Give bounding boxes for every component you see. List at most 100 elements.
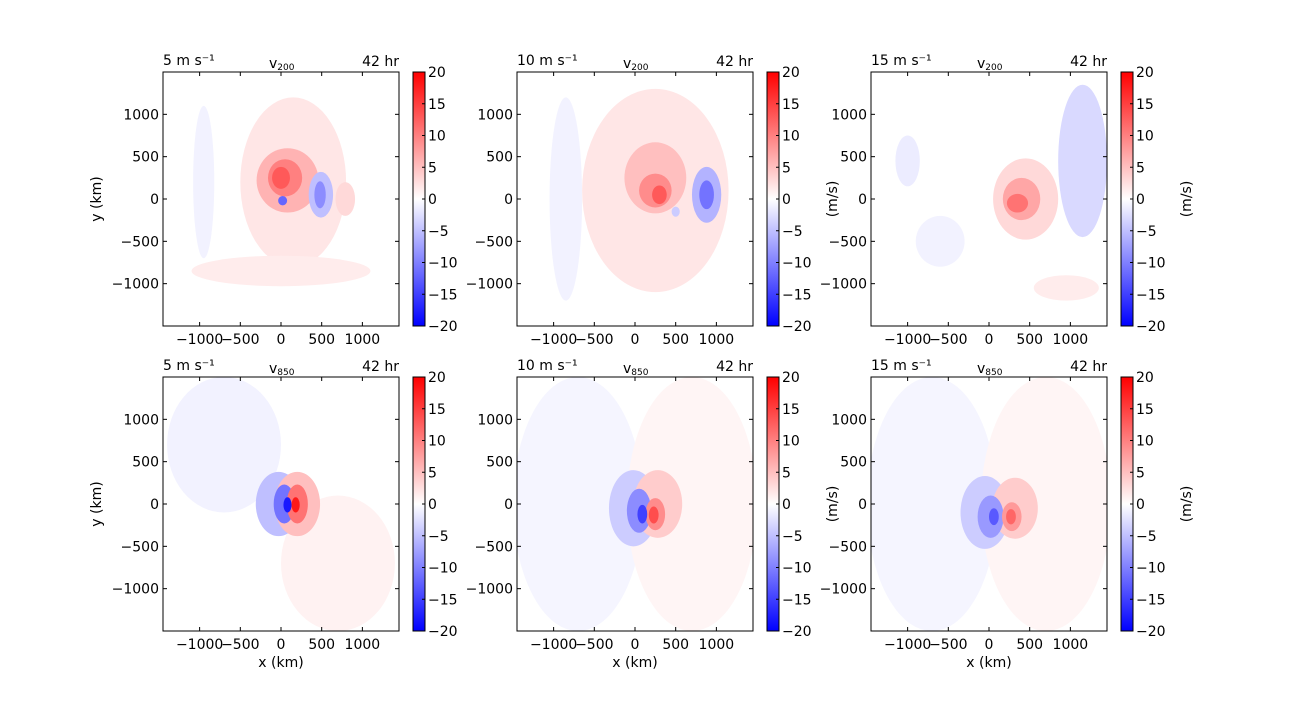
contour-region-8 <box>335 182 356 216</box>
contour-region-4 <box>895 135 920 187</box>
x-tick-label: −1000 <box>530 332 577 348</box>
colorbar-tick-label: 20 <box>428 65 446 81</box>
colorbar-label: (m/s) <box>825 181 841 218</box>
x-tick-label: 0 <box>277 332 286 348</box>
y-tick-label: 0 <box>150 497 159 513</box>
right-title: 42 hr <box>362 54 399 70</box>
contour-region-0 <box>167 377 281 513</box>
colorbar-tick-label: 5 <box>782 465 791 481</box>
contour-region-0 <box>871 377 998 631</box>
right-title: 42 hr <box>716 54 753 70</box>
colorbar-tick-label: −15 <box>428 287 458 303</box>
field-contours <box>871 377 1107 631</box>
colorbar-tick-label: −10 <box>782 561 812 577</box>
left-title: 10 m s⁻¹ <box>517 358 578 374</box>
colorbar-tick-label: 15 <box>1136 402 1154 418</box>
contour-region-1 <box>626 377 753 631</box>
colorbar-tick-label: −15 <box>1136 287 1166 303</box>
contour-region-2 <box>1006 193 1029 213</box>
y-tick-label: 1000 <box>123 107 159 123</box>
x-tick-label: 0 <box>985 637 994 653</box>
colorbar-label: (m/s) <box>1179 486 1195 523</box>
y-tick-label: −1000 <box>466 277 513 293</box>
y-tick-label: −1000 <box>820 582 867 598</box>
y-tick-label: 1000 <box>831 107 867 123</box>
colorbar-tick-label: 20 <box>1136 65 1154 81</box>
x-tick-label: 500 <box>662 637 689 653</box>
left-title: 10 m s⁻¹ <box>517 53 578 69</box>
y-tick-label: 500 <box>840 150 867 166</box>
center-title: v200 <box>977 56 1003 73</box>
colorbar-tick-label: 0 <box>428 497 437 513</box>
field-contours <box>549 88 729 301</box>
colorbar-tick-label: 5 <box>782 160 791 176</box>
y-tick-label: 0 <box>858 497 867 513</box>
colorbar-tick-label: 15 <box>428 97 446 113</box>
y-tick-label: −500 <box>121 234 159 250</box>
y-tick-label: 500 <box>132 150 159 166</box>
colorbar-tick-label: 15 <box>782 97 800 113</box>
x-axis-label: x (km) <box>966 655 1011 671</box>
colorbar-tick-label: 0 <box>1136 192 1145 208</box>
colorbar-tick-label: 20 <box>782 65 800 81</box>
x-tick-label: −500 <box>929 637 967 653</box>
colorbar-tick-label: −15 <box>1136 592 1166 608</box>
x-tick-label: 1000 <box>699 637 735 653</box>
x-tick-label: 1000 <box>345 637 381 653</box>
left-title: 15 m s⁻¹ <box>871 358 932 374</box>
x-tick-label: 500 <box>308 332 335 348</box>
colorbar-tick-label: 0 <box>428 192 437 208</box>
x-tick-label: −500 <box>575 332 613 348</box>
x-tick-label: −500 <box>221 637 259 653</box>
contour-region-5 <box>278 196 288 206</box>
field-contours <box>895 84 1107 301</box>
x-tick-label: 500 <box>308 637 335 653</box>
colorbar-label: (m/s) <box>825 486 841 523</box>
y-tick-label: −500 <box>829 539 867 555</box>
colorbar-tick-label: 5 <box>1136 160 1145 176</box>
colorbar-tick-label: −10 <box>1136 256 1166 272</box>
colorbar-tick-label: 10 <box>782 129 800 145</box>
y-tick-label: 0 <box>504 497 513 513</box>
colorbar-tick-label: −5 <box>428 529 449 545</box>
colorbar-tick-label: −5 <box>782 224 803 240</box>
center-title: v850 <box>269 361 295 378</box>
left-title: 15 m s⁻¹ <box>871 53 932 69</box>
colorbar-tick-label: −5 <box>1136 224 1157 240</box>
colorbar-tick-label: 10 <box>428 434 446 450</box>
colorbar-tick-label: 5 <box>428 465 437 481</box>
colorbar-tick-label: 10 <box>428 129 446 145</box>
colorbar-tick-label: 0 <box>782 497 791 513</box>
colorbar-tick-label: −20 <box>428 624 458 640</box>
contour-region-3 <box>652 185 667 205</box>
colorbar-tick-label: −20 <box>1136 319 1166 335</box>
colorbar-tick-label: 10 <box>782 434 800 450</box>
colorbar-tick-label: −15 <box>428 592 458 608</box>
colorbar-label: (m/s) <box>1179 181 1195 218</box>
colorbar-tick-label: 5 <box>1136 465 1145 481</box>
colorbar-tick-label: −10 <box>428 256 458 272</box>
x-tick-label: 500 <box>1016 332 1043 348</box>
contour-region-6 <box>549 97 583 301</box>
colorbar-tick-label: 15 <box>782 402 800 418</box>
y-tick-label: −1000 <box>112 277 159 293</box>
colorbar: 20 15 10 5 0 −5 −10 −15 −20 <box>412 370 458 640</box>
x-tick-label: 1000 <box>345 332 381 348</box>
x-tick-label: −500 <box>575 637 613 653</box>
colorbar: 20 15 10 5 0 −5 −10 −15 −20 (m/s) <box>1120 370 1195 640</box>
colorbar-tick-label: 10 <box>1136 434 1154 450</box>
x-tick-label: 1000 <box>1053 637 1089 653</box>
left-title: 5 m s⁻¹ <box>163 53 215 69</box>
colorbar: 20 15 10 5 0 −5 −10 −15 −20 (m/s) <box>1120 65 1195 335</box>
contour-region-5 <box>915 215 965 267</box>
colorbar-tick-label: 20 <box>1136 370 1154 386</box>
colorbar-tick-label: −20 <box>1136 624 1166 640</box>
y-tick-label: −500 <box>829 234 867 250</box>
contour-region-7 <box>314 181 326 209</box>
x-axis-label: x (km) <box>612 655 657 671</box>
contour-region-9 <box>193 105 215 259</box>
right-title: 42 hr <box>1070 359 1107 375</box>
